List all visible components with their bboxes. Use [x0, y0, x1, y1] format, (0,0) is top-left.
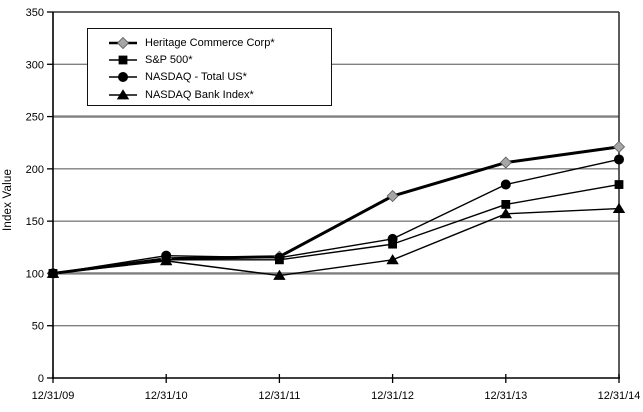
series-marker-nasdaq-bank-index	[612, 202, 626, 213]
series-marker-nasdaq-bank-index	[159, 255, 173, 266]
circle-legend-marker-icon	[109, 72, 137, 83]
series-marker-nasdaq-total-us	[274, 252, 285, 263]
legend-label: Heritage Commerce Corp*	[145, 36, 275, 49]
series-marker-nasdaq-total-us	[614, 154, 625, 165]
x-tick-label: 12/31/11	[258, 390, 300, 402]
x-tick-label: 12/31/13	[484, 390, 527, 402]
legend-item: NASDAQ - Total US*	[109, 69, 331, 86]
square-legend-marker-icon	[109, 55, 137, 65]
series-nasdaq-total-us	[48, 154, 625, 279]
series-marker-heritage-commerce-corp	[612, 140, 626, 153]
series-line-heritage-commerce-corp	[52, 145, 620, 275]
x-tick-label: 12/31/12	[371, 390, 414, 402]
series-marker-nasdaq-total-us	[500, 179, 511, 190]
y-tick-label: 300	[26, 59, 44, 71]
y-axis-title: Index Value	[2, 168, 14, 232]
x-tick-label: 12/31/09	[32, 390, 75, 402]
x-tick-label: 12/31/14	[598, 390, 641, 402]
legend-marker	[117, 72, 128, 83]
legend-label: S&P 500*	[145, 54, 193, 67]
legend-marker	[116, 89, 130, 100]
y-tick-label: 250	[26, 112, 44, 124]
y-tick-label: 0	[38, 373, 44, 385]
series-marker-s-p-500	[501, 200, 511, 209]
y-tick-label: 100	[26, 268, 44, 280]
series-line-nasdaq-total-us	[52, 158, 620, 275]
y-tick-label: 350	[26, 7, 44, 19]
legend-item: S&P 500*	[109, 51, 331, 68]
legend-item: Heritage Commerce Corp*	[109, 34, 331, 51]
series-marker-heritage-commerce-corp	[499, 156, 512, 169]
series-marker-nasdaq-bank-index	[386, 254, 399, 265]
series-heritage-commerce-corp	[46, 140, 626, 280]
diamond-legend-marker-icon	[109, 36, 137, 49]
legend-marker	[116, 36, 130, 49]
triangle-legend-marker-icon	[109, 89, 137, 100]
y-tick-label: 150	[26, 216, 44, 228]
legend: Heritage Commerce Corp* S&P 500* NASDAQ - …	[87, 28, 332, 106]
series-marker-heritage-commerce-corp	[386, 189, 399, 203]
series-marker-nasdaq-bank-index	[273, 269, 286, 280]
legend-label: NASDAQ Bank Index*	[145, 88, 254, 101]
series-nasdaq-bank-index	[46, 202, 626, 280]
x-tick-label: 12/31/10	[145, 390, 188, 402]
legend-marker	[118, 55, 128, 65]
series-s-p-500	[48, 180, 624, 278]
series-line-s-p-500	[52, 183, 620, 275]
legend-item: NASDAQ Bank Index*	[109, 86, 331, 103]
series-marker-nasdaq-total-us	[387, 233, 398, 244]
series-marker-nasdaq-bank-index	[46, 267, 60, 278]
series-marker-s-p-500	[614, 180, 624, 189]
series-line-nasdaq-bank-index	[52, 207, 620, 277]
legend-label: NASDAQ - Total US*	[145, 71, 247, 84]
y-tick-label: 50	[32, 321, 44, 333]
y-tick-label: 200	[26, 164, 44, 176]
series-marker-nasdaq-bank-index	[499, 208, 513, 219]
